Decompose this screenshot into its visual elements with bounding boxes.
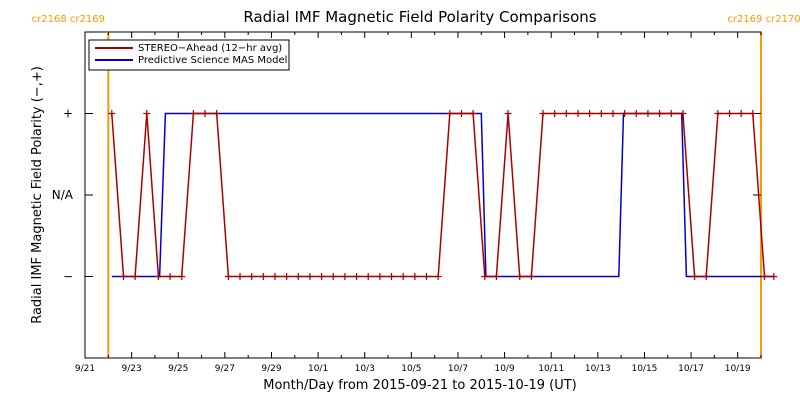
series-point [726, 110, 734, 117]
series-point [621, 110, 629, 117]
series-point [353, 273, 361, 280]
y-tick-label: N/A [52, 188, 74, 202]
x-tick-label: 10/5 [401, 364, 421, 374]
series-point [283, 273, 291, 280]
x-tick-label: 10/17 [678, 364, 704, 374]
series-point [527, 273, 535, 280]
series-point [388, 273, 396, 280]
series-point [224, 273, 232, 280]
series-point [236, 273, 244, 280]
series-point [492, 273, 500, 280]
x-tick-label: 10/9 [494, 364, 514, 374]
x-tick-label: 10/3 [355, 364, 375, 374]
series-point [143, 110, 151, 117]
series-point [259, 273, 267, 280]
series-point [702, 273, 710, 280]
series-point [481, 273, 489, 280]
legend-box [88, 39, 290, 71]
series-point [656, 110, 664, 117]
series-point [469, 110, 477, 117]
series-point [457, 110, 465, 117]
series-line [111, 112, 774, 278]
series-point [434, 273, 442, 280]
series-point [411, 273, 419, 280]
series-point [306, 273, 314, 280]
x-tick-label: 9/23 [122, 364, 142, 374]
x-tick-label: 9/21 [75, 364, 95, 374]
chart-title: Radial IMF Magnetic Field Polarity Compa… [243, 8, 596, 26]
series-point [539, 110, 547, 117]
y-axis-label: Radial IMF Magnetic Field Polarity (−,+) [30, 66, 45, 324]
series-point [271, 273, 279, 280]
series-point [574, 110, 582, 117]
series-point [131, 273, 139, 280]
series-point [737, 110, 745, 117]
legend-label-mas: Predictive Science MAS Model [138, 55, 287, 66]
series-point [154, 273, 162, 280]
series-point [551, 110, 559, 117]
y-tick-label: + [63, 107, 73, 121]
series-point [294, 273, 302, 280]
series-point [644, 110, 652, 117]
carrington-marker-label-0: cr2168 cr2169 [32, 14, 105, 25]
series-point [189, 110, 197, 117]
series-point [248, 273, 256, 280]
series-point [504, 110, 512, 117]
series-point [714, 110, 722, 117]
series-point [213, 110, 221, 117]
series-point [119, 273, 127, 280]
x-tick-label: 10/15 [631, 364, 657, 374]
series-point [399, 273, 407, 280]
x-tick-label: 10/1 [308, 364, 328, 374]
x-axis-label: Month/Day from 2015-09-21 to 2015-10-19 … [263, 378, 576, 393]
series-point [446, 110, 454, 117]
series-point [329, 273, 337, 280]
series-point [422, 273, 430, 280]
series-point [562, 110, 570, 117]
series-line [111, 112, 774, 278]
series-point [178, 273, 186, 280]
series-point [667, 110, 675, 117]
series-point [201, 110, 209, 117]
series-point [749, 110, 757, 117]
series-point [166, 273, 174, 280]
series-point [108, 110, 116, 117]
series-point [770, 273, 778, 280]
series-point [760, 273, 768, 280]
series-point [609, 110, 617, 117]
series-point [632, 110, 640, 117]
legend-label-stereo: STEREO−Ahead (12−hr avg) [138, 43, 282, 54]
series-point [586, 110, 594, 117]
series-point [341, 273, 349, 280]
x-tick-label: 10/19 [725, 364, 751, 374]
x-tick-label: 9/27 [215, 364, 235, 374]
x-tick-label: 10/11 [538, 364, 564, 374]
series-point [376, 273, 384, 280]
carrington-marker-label-1: cr2169 cr2170 [727, 14, 800, 25]
legend: STEREO−Ahead (12−hr avg) Predictive Scie… [88, 39, 290, 71]
series-point [318, 273, 326, 280]
y-tick-label: − [63, 270, 73, 284]
x-tick-label: 9/29 [261, 364, 281, 374]
series-point [364, 273, 372, 280]
x-tick-label: 10/13 [585, 364, 611, 374]
x-tick-label: 10/7 [448, 364, 468, 374]
series-point [597, 110, 605, 117]
series-point [516, 273, 524, 280]
plot-frame [84, 31, 762, 359]
x-tick-label: 9/25 [168, 364, 188, 374]
series-point [691, 273, 699, 280]
series-point [679, 110, 687, 117]
